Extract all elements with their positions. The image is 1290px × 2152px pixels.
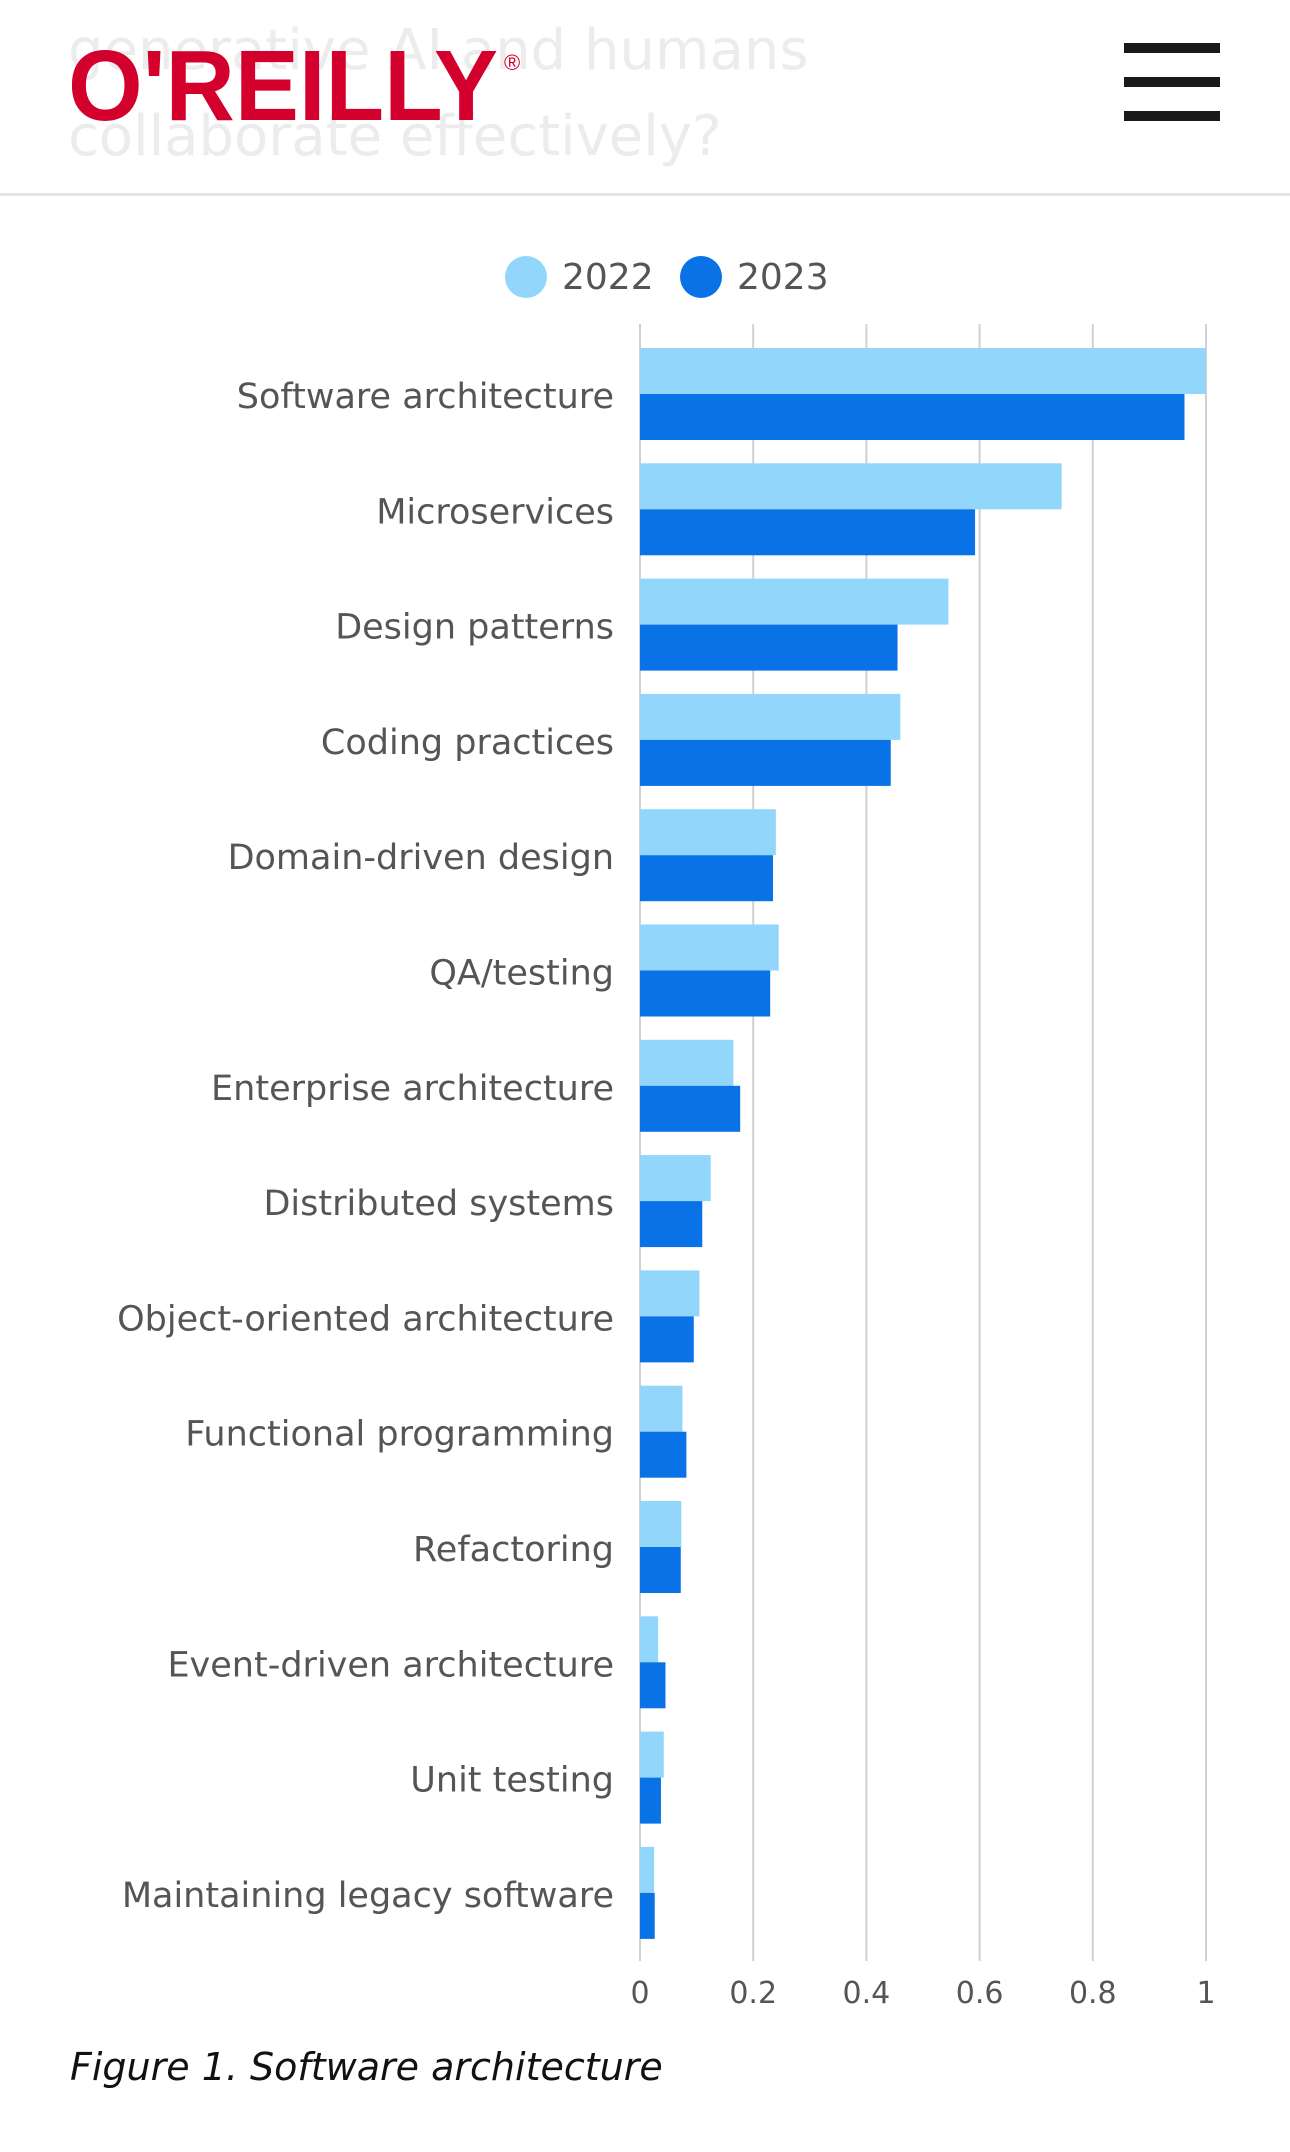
category-label: Unit testing [410, 1761, 614, 1801]
bar-2022 [640, 1501, 682, 1547]
category-label: Object-oriented architecture [117, 1299, 614, 1339]
menu-line-middle [1124, 77, 1220, 87]
category-label: Distributed systems [263, 1184, 614, 1224]
background-article-title: generative AI and humans collaborate eff… [68, 18, 809, 169]
bar-2022 [640, 1039, 734, 1086]
logo-wordmark: O'REILLY [68, 30, 498, 138]
bar-2022 [640, 1385, 683, 1432]
bar-2022 [640, 809, 776, 856]
bar-2023 [640, 1316, 694, 1363]
bar-2022 [640, 693, 901, 740]
bar-2022 [640, 578, 949, 625]
bar-2023 [640, 855, 774, 902]
x-tick-label: 0.2 [729, 1976, 777, 2011]
x-tick-label: 0.6 [956, 1976, 1004, 2011]
bar-2022 [640, 924, 779, 971]
bar-2023 [640, 1662, 666, 1709]
category-label: Functional programming [185, 1415, 614, 1455]
x-tick-label: 0.4 [843, 1976, 891, 2011]
category-label: Design patterns [335, 608, 614, 648]
bar-2022 [640, 1616, 659, 1663]
bar-2023 [640, 1085, 741, 1132]
bar-chart: Software architecture Microservices Design… [0, 196, 1290, 2016]
bar-2023 [640, 1201, 703, 1248]
category-label: Enterprise architecture [211, 1069, 614, 1109]
hamburger-menu-icon[interactable] [1122, 43, 1222, 123]
bar-2023 [640, 1892, 655, 1939]
legend-label: 2023 [737, 257, 829, 298]
bar-2023 [640, 970, 771, 1017]
bar-2023 [640, 509, 976, 556]
site-header: generative AI and humans collaborate eff… [0, 0, 1290, 196]
oreilly-logo[interactable]: O'REILLY ® [68, 28, 528, 138]
category-label: Maintaining legacy software [122, 1876, 614, 1916]
bar-2022 [640, 1270, 700, 1317]
legend-marker-2023 [680, 256, 722, 298]
bar-2023 [640, 1547, 681, 1593]
category-label: Domain-driven design [228, 838, 614, 878]
bar-2022 [640, 1155, 711, 1202]
category-label: Microservices [376, 492, 614, 532]
bar-2023 [640, 1431, 687, 1478]
menu-line-bottom [1124, 111, 1220, 121]
bar-2022 [640, 1846, 655, 1893]
x-tick-label: 0.8 [1069, 1976, 1117, 2011]
category-label: QA/testing [429, 954, 614, 994]
bar-2023 [640, 394, 1185, 440]
legend-marker-2022 [505, 256, 547, 298]
bar-2023 [640, 1777, 661, 1824]
bar-2023 [640, 624, 898, 671]
figure-caption: Figure 1. Software architecture [70, 2045, 663, 2089]
legend-label: 2022 [562, 257, 654, 298]
chart-canvas: Software architecture Microservices Design… [117, 256, 1216, 2011]
category-label: Refactoring [413, 1530, 614, 1570]
menu-line-top [1124, 43, 1220, 53]
x-tick-label: 1 [1196, 1976, 1215, 2011]
bar-2022 [640, 348, 1206, 394]
registered-mark: ® [504, 50, 520, 75]
bar-2022 [640, 463, 1062, 510]
category-label: Software architecture [237, 377, 614, 417]
bar-2023 [640, 739, 891, 786]
x-tick-label: 0 [630, 1976, 649, 2011]
category-label: Coding practices [321, 723, 614, 763]
bar-2022 [640, 1731, 664, 1778]
category-label: Event-driven architecture [167, 1645, 614, 1685]
